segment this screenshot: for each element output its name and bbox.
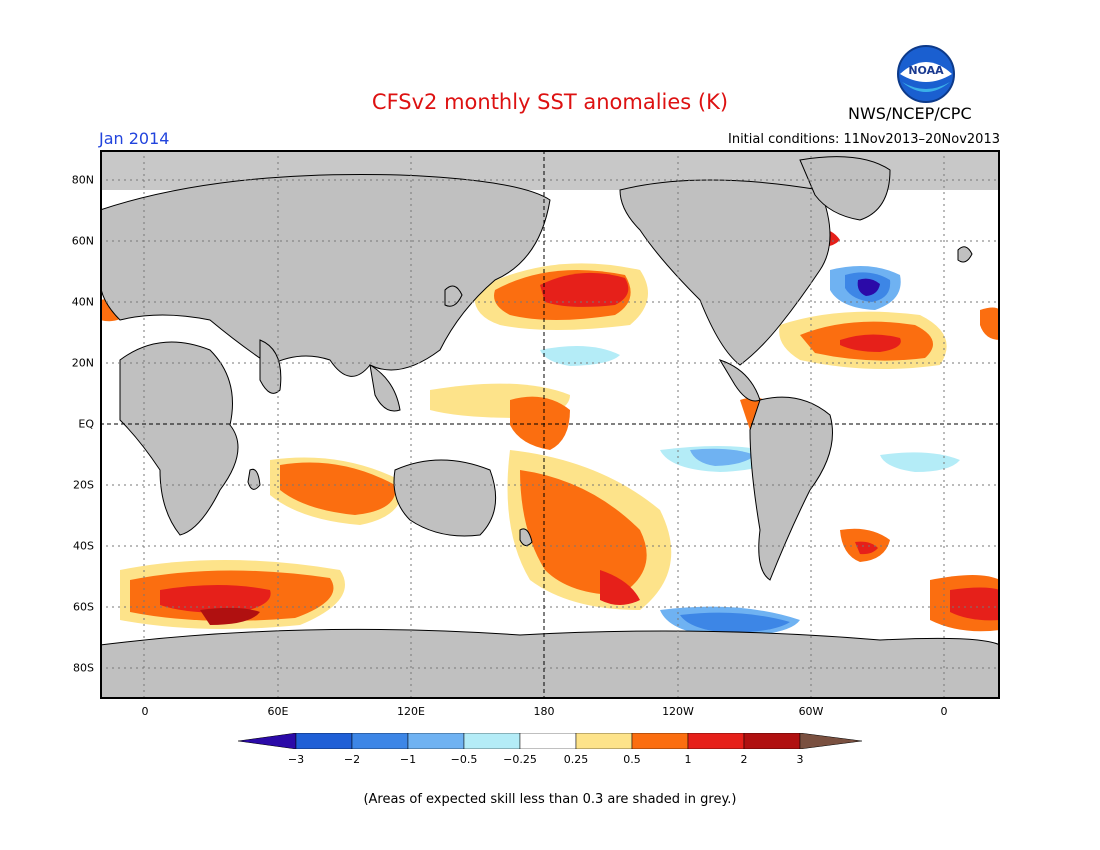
colorbar-tick-label: 1 — [684, 753, 692, 766]
forecast-month: Jan 2014 — [99, 129, 170, 148]
longitude-label: 60E — [267, 705, 289, 718]
latitude-label: 40N — [71, 295, 94, 309]
longitude-label: 180 — [533, 705, 555, 718]
colorbar — [238, 733, 862, 749]
latitude-label: EQ — [78, 417, 94, 431]
latitude-label: 60S — [73, 600, 94, 614]
colorbar-tick-label: −1 — [399, 753, 417, 766]
latitude-label: 60N — [71, 234, 94, 248]
noaa-logo: NOAA — [897, 45, 955, 103]
colorbar-segment — [463, 733, 521, 749]
sst-anomaly-map — [100, 150, 1000, 699]
colorbar-segment — [575, 733, 633, 749]
colorbar-segment — [295, 733, 353, 749]
longitude-label: 0 — [141, 705, 149, 718]
map-frame — [100, 150, 1000, 699]
colorbar-tick-label: 0.25 — [563, 753, 589, 766]
map-gridlines — [100, 150, 1000, 699]
colorbar-tick-label: 3 — [796, 753, 804, 766]
latitude-label: 40S — [73, 539, 94, 553]
latitude-label: 20S — [73, 478, 94, 492]
land-masses — [100, 156, 1000, 699]
latitude-label: 80N — [71, 173, 94, 187]
colorbar-segment — [799, 733, 862, 749]
agency-label: NWS/NCEP/CPC — [848, 104, 972, 123]
skill-footnote: (Areas of expected skill less than 0.3 a… — [363, 792, 737, 807]
colorbar-tick-label: 2 — [740, 753, 748, 766]
svg-text:NOAA: NOAA — [908, 64, 944, 77]
colorbar-tick-label: −0.25 — [503, 753, 537, 766]
colorbar-segment — [687, 733, 745, 749]
colorbar-tick-label: −2 — [343, 753, 361, 766]
colorbar-segment — [238, 733, 297, 749]
initial-conditions: Initial conditions: 11Nov2013–20Nov2013 — [728, 132, 1000, 147]
anomaly-patches — [100, 198, 1000, 637]
colorbar-tick-label: 0.5 — [623, 753, 641, 766]
longitude-label: 0 — [940, 705, 948, 718]
colorbar-segment — [631, 733, 689, 749]
latitude-label: 20N — [71, 356, 94, 370]
reference-lines — [100, 150, 1000, 699]
longitude-label: 120W — [662, 705, 694, 718]
colorbar-segment — [743, 733, 801, 749]
colorbar-segment — [351, 733, 409, 749]
colorbar-tick-label: −0.5 — [450, 753, 478, 766]
colorbar-segment — [519, 733, 577, 749]
latitude-label: 80S — [73, 661, 94, 675]
chart-title: CFSv2 monthly SST anomalies (K) — [371, 90, 729, 114]
longitude-label: 120E — [397, 705, 425, 718]
longitude-label: 60W — [798, 705, 824, 718]
colorbar-tick-label: −3 — [287, 753, 305, 766]
colorbar-segment — [407, 733, 465, 749]
